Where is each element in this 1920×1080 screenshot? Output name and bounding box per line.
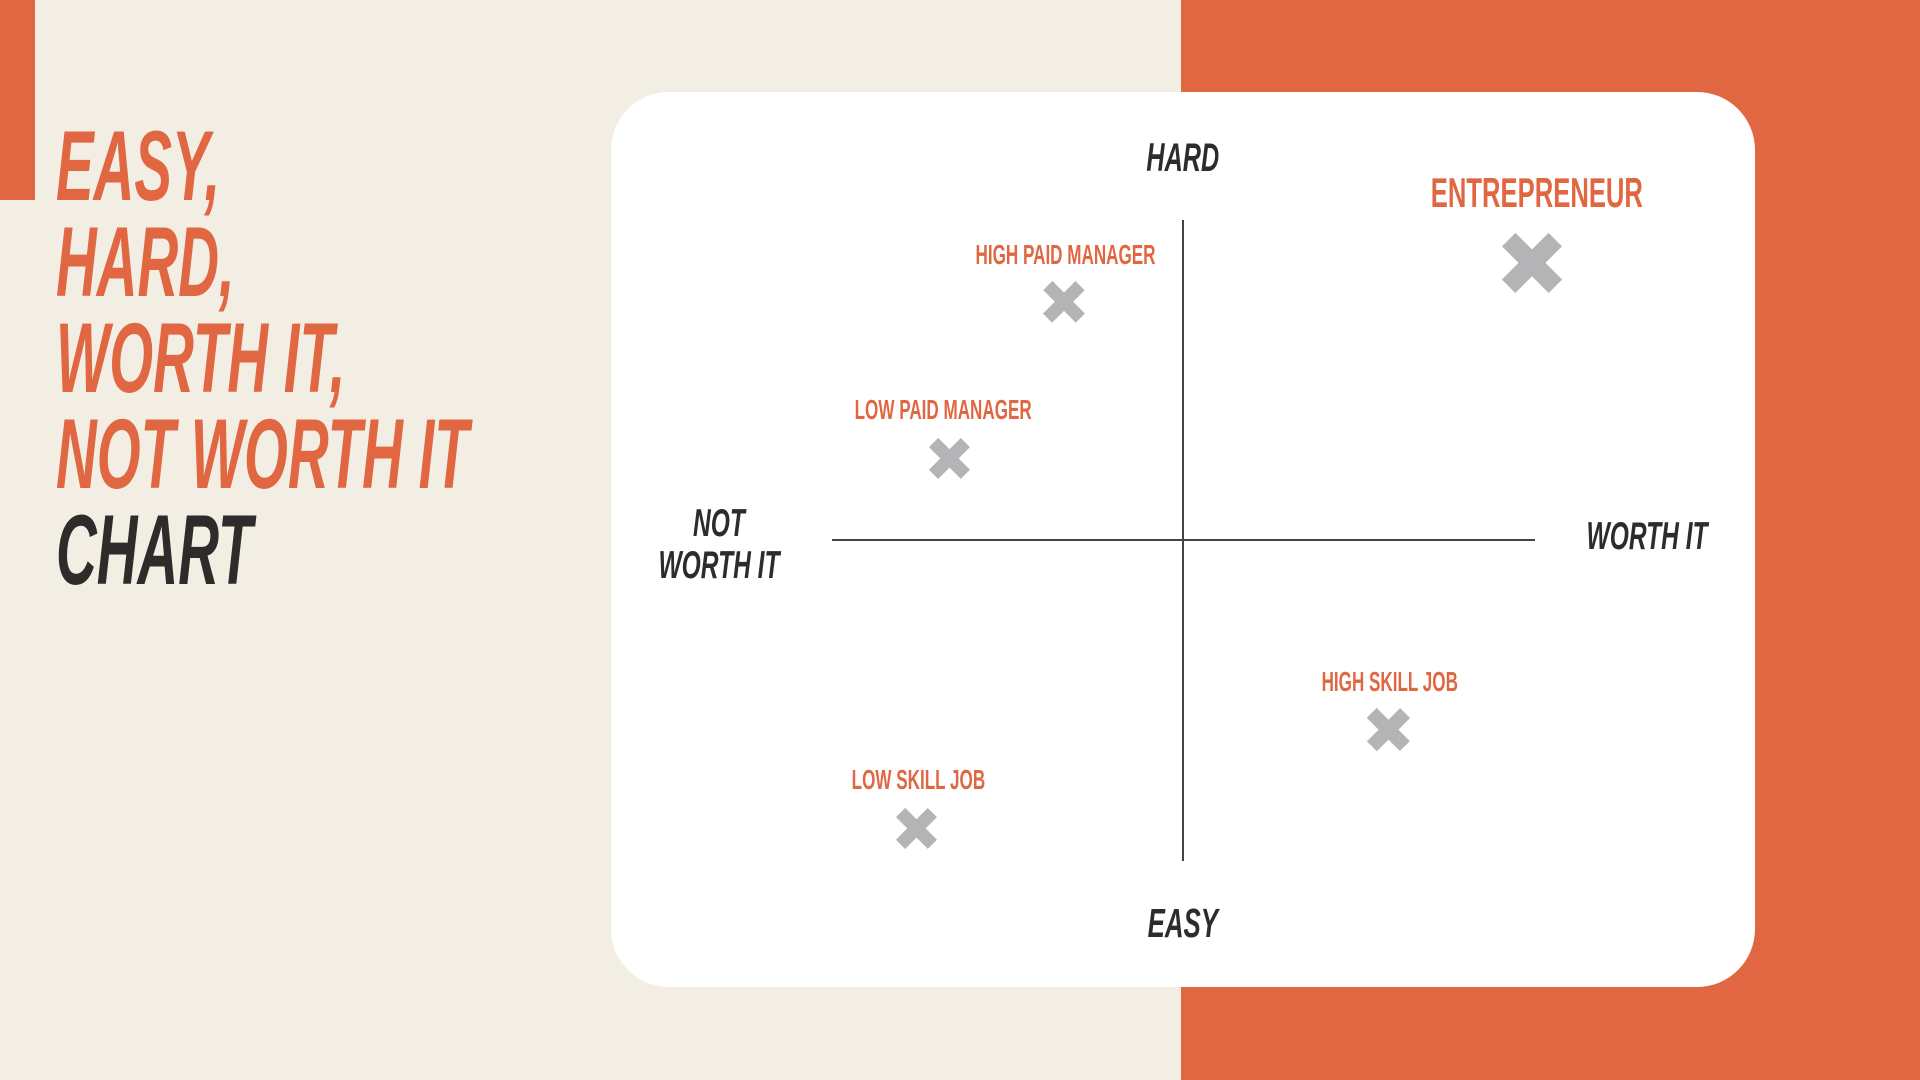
- title-line: EASY,: [56, 110, 221, 221]
- data-point-label: HIGH SKILL JOB: [1321, 666, 1459, 697]
- x-cross-icon: [1042, 280, 1086, 324]
- horizontal-axis-line: [832, 538, 1535, 541]
- x-cross-icon: [1501, 232, 1563, 294]
- axis-label-easy: EASY: [1147, 900, 1219, 946]
- title-line-chart: CHART: [56, 494, 253, 605]
- x-cross-icon: [928, 437, 970, 479]
- title-line: WORTH IT,: [56, 302, 346, 413]
- title-line: NOT WORTH IT: [56, 398, 469, 509]
- axis-label-not-worth-it: NOT WORTH IT: [658, 502, 780, 587]
- axis-label-worth-it: WORTH IT: [1586, 515, 1708, 558]
- data-point-label: LOW SKILL JOB: [851, 764, 985, 795]
- axis-label-hard: HARD: [1146, 136, 1220, 180]
- data-point-label: ENTREPRENEUR: [1430, 169, 1644, 216]
- title-line: HARD,: [56, 206, 235, 317]
- x-cross-icon: [895, 807, 937, 849]
- page-title: EASY, HARD, WORTH IT, NOT WORTH IT CHART: [56, 110, 780, 605]
- data-point-label: HIGH PAID MANAGER: [976, 239, 1156, 270]
- data-point-label: LOW PAID MANAGER: [854, 394, 1032, 425]
- x-cross-icon: [1366, 707, 1410, 751]
- corner-accent-bar: [0, 0, 35, 200]
